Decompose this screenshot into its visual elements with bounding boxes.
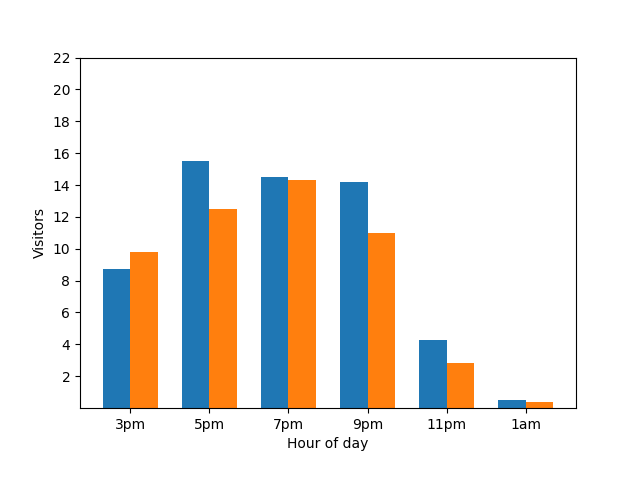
- Bar: [526, 402, 554, 408]
- Bar: [102, 269, 130, 408]
- Bar: [289, 180, 316, 408]
- Bar: [340, 182, 367, 408]
- Bar: [498, 400, 526, 408]
- Bar: [260, 177, 289, 408]
- Bar: [209, 209, 237, 408]
- Y-axis label: Visitors: Visitors: [33, 207, 47, 258]
- X-axis label: Hour of day: Hour of day: [287, 437, 369, 451]
- Bar: [419, 339, 447, 408]
- Bar: [447, 363, 474, 408]
- Bar: [130, 252, 158, 408]
- Bar: [182, 161, 209, 408]
- Bar: [367, 233, 396, 408]
